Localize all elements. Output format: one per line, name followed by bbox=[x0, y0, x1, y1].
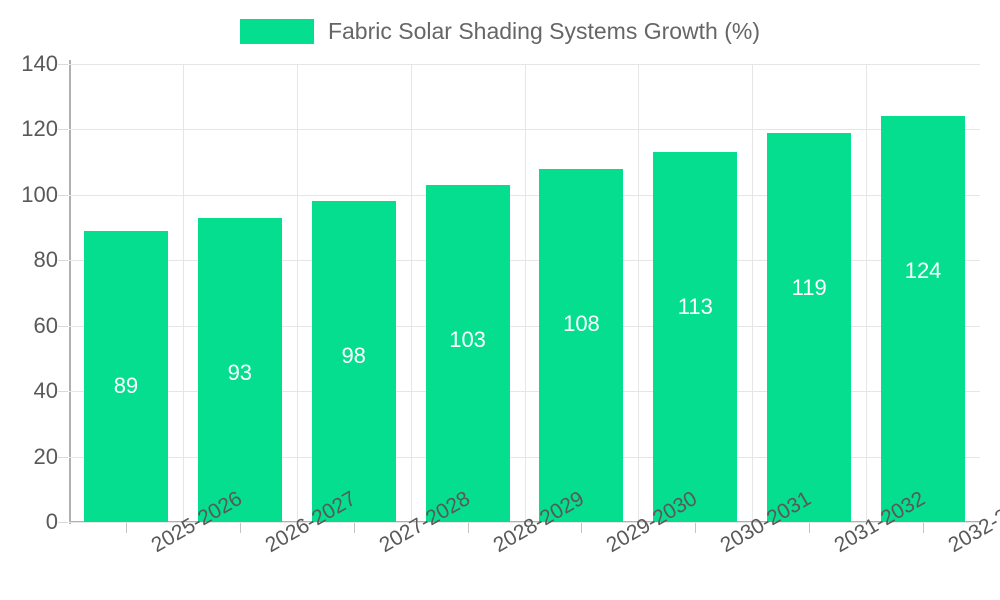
plot-area: 89 93 98 103 108 113 119 124 bbox=[69, 64, 980, 523]
bar-value-label: 98 bbox=[341, 343, 366, 369]
y-axis-tick-label: 140 bbox=[21, 51, 58, 76]
legend-label-series-1[interactable]: Fabric Solar Shading Systems Growth (%) bbox=[327, 17, 761, 44]
y-axis-tick-label: 120 bbox=[21, 116, 58, 142]
x-axis-tick-mark bbox=[809, 523, 810, 533]
x-axis-tick-label: 2030-2031 bbox=[716, 486, 816, 558]
bar[interactable] bbox=[653, 152, 738, 522]
y-axis-tick-mark bbox=[58, 64, 68, 65]
gridline-vertical bbox=[297, 64, 298, 522]
x-axis-tick-label: 2026-2027 bbox=[261, 486, 360, 558]
x-axis-tick-label: 2027-2028 bbox=[375, 486, 474, 558]
gridline-horizontal bbox=[69, 64, 980, 65]
y-axis-line bbox=[69, 60, 71, 524]
bar[interactable] bbox=[197, 217, 282, 522]
gridline-horizontal bbox=[69, 325, 980, 327]
gridline-horizontal bbox=[69, 129, 980, 131]
x-axis-tick-label: 2028-2029 bbox=[489, 486, 588, 558]
gridline-horizontal bbox=[69, 522, 980, 523]
bar-value-label: 113 bbox=[677, 294, 713, 320]
y-axis-tick-mark bbox=[58, 260, 68, 262]
y-axis-tick-label: 0 bbox=[45, 509, 58, 534]
gridline-vertical bbox=[183, 64, 184, 522]
gridline-vertical bbox=[752, 64, 753, 522]
bar[interactable] bbox=[311, 201, 396, 522]
gridline-vertical bbox=[411, 64, 412, 522]
legend-swatch-series-1[interactable] bbox=[239, 18, 314, 44]
y-axis-tick-mark bbox=[58, 391, 68, 393]
y-axis-tick-label: 80 bbox=[33, 247, 58, 273]
x-axis-tick-mark bbox=[354, 523, 355, 533]
bar-value-label: 103 bbox=[449, 327, 486, 353]
gridline-horizontal bbox=[69, 194, 980, 196]
y-axis-tick-label: 100 bbox=[21, 181, 58, 207]
gridline-vertical bbox=[638, 64, 639, 522]
y-axis-tick-label: 40 bbox=[33, 378, 58, 404]
y-axis-tick-mark bbox=[58, 456, 68, 458]
y-axis-tick-mark bbox=[58, 522, 68, 523]
gridline-horizontal bbox=[69, 260, 980, 262]
gridline-vertical bbox=[525, 64, 526, 522]
gridline-horizontal bbox=[69, 456, 980, 458]
bar-value-label: 124 bbox=[904, 258, 942, 284]
x-axis-tick-label: 2031-2032 bbox=[830, 486, 930, 558]
x-axis-tick-label: 2032-2033 bbox=[944, 486, 1000, 558]
x-axis-tick-mark bbox=[695, 523, 696, 533]
y-axis-tick-label: 20 bbox=[33, 443, 58, 469]
x-axis-tick-label: 2029-2030 bbox=[602, 486, 702, 558]
x-axis-tick-mark bbox=[126, 523, 127, 533]
bar[interactable] bbox=[83, 230, 168, 522]
y-axis-tick-mark bbox=[58, 129, 68, 131]
gridline-horizontal bbox=[69, 391, 980, 393]
x-axis-tick-mark bbox=[923, 523, 924, 533]
bar[interactable] bbox=[767, 132, 852, 522]
x-axis-tick-mark bbox=[581, 523, 582, 533]
bar[interactable] bbox=[425, 185, 510, 522]
gridline-vertical bbox=[866, 64, 867, 522]
x-axis-tick-label: 2025-2026 bbox=[147, 486, 246, 558]
y-axis-ticks: 0 20 40 60 80 100 120 140 bbox=[0, 53, 68, 533]
bar[interactable] bbox=[881, 116, 966, 522]
y-axis-tick-mark bbox=[58, 325, 68, 327]
chart-legend: Fabric Solar Shading Systems Growth (%) bbox=[0, 16, 1000, 46]
x-axis-tick-mark bbox=[240, 523, 241, 533]
bar[interactable] bbox=[539, 168, 624, 522]
bar-value-label: 108 bbox=[563, 310, 600, 336]
bar-value-label: 119 bbox=[791, 274, 827, 300]
bar-value-label: 89 bbox=[113, 372, 139, 398]
x-axis-tick-mark bbox=[468, 523, 469, 533]
y-axis-tick-label: 60 bbox=[33, 312, 58, 338]
bar-value-label: 93 bbox=[227, 359, 253, 385]
y-axis-tick-mark bbox=[58, 194, 68, 196]
